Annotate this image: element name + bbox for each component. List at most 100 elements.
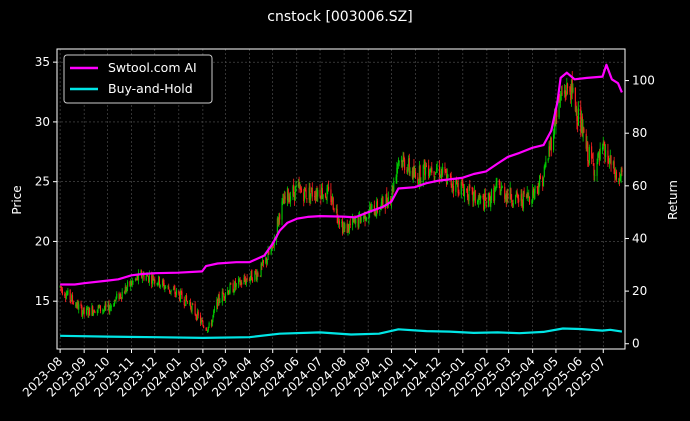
candle-body — [472, 188, 474, 202]
candle-body — [374, 213, 376, 217]
candle-body — [104, 304, 106, 310]
candle-body — [297, 183, 299, 187]
candle-body — [186, 300, 188, 303]
candle-body — [164, 287, 166, 289]
candle-body — [130, 281, 132, 287]
candle-body — [407, 168, 409, 173]
candle-body — [605, 149, 607, 158]
candle-body — [303, 192, 305, 202]
candle-body — [174, 289, 176, 295]
candle-body — [469, 184, 471, 188]
candle-body — [413, 165, 415, 177]
candle-body — [483, 197, 485, 210]
candle-body — [365, 219, 367, 221]
candle-body — [202, 321, 204, 326]
candle-body — [612, 161, 614, 165]
candle-body — [456, 180, 458, 185]
candle-body — [179, 290, 181, 302]
y2-axis-label: Return — [666, 180, 680, 220]
candle-body — [321, 187, 323, 200]
candle-body — [140, 271, 142, 273]
buyhold-return-line — [60, 327, 623, 339]
candle-body — [254, 271, 256, 281]
candle-body — [380, 202, 382, 207]
candle-body — [533, 192, 535, 198]
candle-body — [195, 314, 197, 317]
candle-body — [249, 277, 251, 281]
candle-body — [522, 191, 524, 209]
candle-body — [420, 180, 422, 182]
candle-body — [330, 189, 332, 203]
candle-body — [542, 177, 545, 187]
candle-body — [197, 311, 199, 316]
legend-box — [63, 54, 213, 104]
candle-body — [527, 192, 529, 197]
candle-body — [444, 166, 446, 172]
candle-body — [458, 191, 460, 195]
candle-body — [423, 160, 425, 165]
candle-body — [114, 299, 116, 301]
candle-body — [172, 289, 174, 291]
candle-body — [402, 157, 404, 166]
candle-body — [393, 181, 395, 191]
candle-body — [81, 305, 83, 316]
candle-body — [186, 295, 188, 301]
candle-body — [572, 87, 574, 93]
candle-body — [257, 273, 259, 276]
candle-body — [189, 302, 191, 304]
candle-body — [504, 195, 507, 200]
candle-body — [353, 218, 355, 222]
candle-body — [238, 278, 240, 284]
candle-body — [338, 221, 340, 223]
candle-body — [86, 308, 88, 310]
candle-body — [549, 146, 551, 150]
candle-body — [272, 246, 275, 248]
candle-body — [251, 279, 254, 282]
candle-body — [61, 287, 63, 290]
candle-body — [308, 187, 310, 200]
candle-body — [230, 283, 232, 285]
candle-body — [598, 152, 600, 155]
candle-body — [467, 195, 469, 202]
candle-body — [560, 97, 562, 100]
candle-body — [602, 142, 604, 149]
candle-body — [288, 197, 290, 202]
candle-body — [501, 186, 503, 190]
candle-body — [610, 155, 612, 166]
candle-body — [539, 176, 541, 179]
candle-body — [509, 187, 511, 200]
candle-body — [349, 223, 351, 225]
candle-body — [229, 283, 231, 293]
candle-body — [424, 160, 426, 176]
candle-body — [471, 187, 473, 190]
candle-body — [158, 276, 160, 284]
candle-body — [75, 303, 77, 307]
candle-body — [521, 193, 523, 203]
candle-body — [96, 309, 98, 313]
candle-body — [292, 186, 294, 197]
candle-body — [129, 281, 131, 286]
candle-body — [245, 280, 247, 284]
candle-body — [439, 177, 441, 179]
candle-body — [555, 109, 557, 127]
candle-body — [94, 312, 96, 314]
candle-body — [256, 272, 258, 280]
candle-body — [504, 186, 506, 199]
candle-body — [473, 191, 476, 196]
candle-body — [234, 281, 236, 292]
candle-body — [218, 294, 220, 302]
candle-body — [168, 289, 171, 292]
candle-body — [588, 147, 590, 164]
candle-body — [375, 213, 377, 215]
candle-body — [607, 150, 609, 164]
candle-body — [417, 177, 419, 184]
candle-body — [289, 196, 291, 203]
candle-body — [325, 198, 327, 200]
left-y-axis: 15 20 25 30 35 — [35, 55, 57, 308]
candle-body — [359, 214, 361, 224]
candle-body — [563, 90, 566, 94]
candle-body — [379, 210, 381, 212]
y2-tick-label: 100 — [632, 74, 655, 88]
candle-body — [123, 292, 126, 294]
candle-body — [328, 186, 330, 190]
